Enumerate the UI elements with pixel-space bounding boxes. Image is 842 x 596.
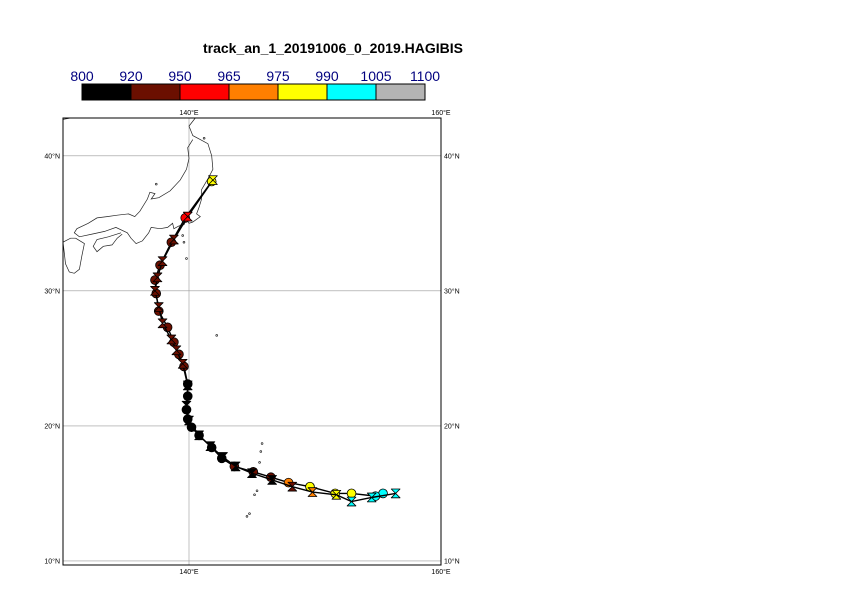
lat-tick-label-right: 40°N	[444, 152, 460, 160]
lat-tick-label-left: 10°N	[44, 557, 60, 565]
coastline-path	[92, 232, 123, 253]
track-b-marker	[182, 211, 193, 222]
track-b-marker	[287, 481, 298, 492]
island	[215, 334, 218, 337]
track-b-marker	[390, 488, 401, 499]
track-b-marker	[157, 256, 168, 266]
colorbar-label: 1005	[360, 68, 391, 84]
tick-labels: 140°E 140°E 160°E 160°E 10°N 10°N 20°N 20°N 30°N…	[44, 109, 459, 576]
lat-tick-label-left: 30°N	[44, 287, 60, 295]
track-b-marker	[184, 415, 194, 426]
colorbar-label: 950	[168, 68, 192, 84]
colorbar-label: 965	[217, 68, 241, 84]
colorbar-swatch	[179, 83, 230, 101]
track-b-marker	[218, 452, 228, 462]
lat-tick-label-right: 10°N	[444, 557, 460, 565]
colorbar-label: 1100	[410, 68, 440, 84]
colorbar-swatch	[277, 83, 328, 101]
colorbar-label: 920	[119, 68, 143, 84]
gridlines	[63, 118, 441, 565]
lon-tick-label-top: 140°E	[179, 109, 198, 117]
track-b-marker	[267, 475, 277, 485]
colorbar-label: 800	[70, 68, 94, 84]
lat-tick-label-right: 30°N	[444, 287, 460, 295]
track-b-marker	[171, 345, 182, 356]
lon-tick-label-bottom: 140°E	[179, 568, 198, 576]
chart-title: track_an_1_20191006_0_2019.HAGIBIS	[203, 40, 463, 56]
map-border	[62, 117, 442, 566]
track-b-marker	[194, 430, 204, 441]
track-b-marker	[208, 175, 218, 185]
colorbar-swatch	[326, 83, 377, 101]
track-b-marker	[205, 441, 216, 451]
colorbar-label: 990	[315, 68, 339, 84]
coastline-path	[63, 237, 85, 274]
island	[182, 240, 186, 244]
track-b-marker	[177, 358, 188, 369]
lon-tick-label-bottom: 160°E	[431, 568, 450, 576]
track-b-marker	[181, 400, 192, 411]
coastline-path	[73, 118, 214, 245]
island	[253, 493, 256, 497]
island	[181, 234, 184, 237]
island	[154, 182, 158, 186]
track-b-marker	[166, 334, 177, 345]
island	[258, 461, 261, 464]
colorbar-swatch	[81, 83, 132, 101]
track-b-marker	[150, 286, 160, 296]
track-a	[150, 176, 388, 501]
island	[202, 137, 206, 140]
track-b-marker	[152, 272, 163, 283]
track-b-marker	[157, 318, 168, 329]
island	[245, 515, 249, 518]
island	[185, 257, 188, 260]
lat-tick-label-right: 20°N	[444, 422, 460, 430]
track-b-marker	[366, 492, 377, 503]
island	[259, 450, 263, 453]
colorbar-swatch	[375, 83, 426, 101]
track-b-marker	[153, 302, 164, 312]
track-b-marker	[307, 487, 318, 497]
track-b-marker	[331, 489, 342, 500]
track-b-marker	[346, 496, 357, 507]
colorbar: 800 920 950 965 975 990 1005 1100	[70, 68, 440, 101]
lat-tick-label-left: 20°N	[44, 422, 60, 430]
island	[248, 512, 251, 515]
colorbar-label: 975	[266, 68, 290, 84]
colorbar-swatch	[228, 83, 279, 101]
lon-tick-label-top: 160°E	[431, 109, 450, 117]
track-b	[150, 175, 401, 507]
track-b-marker	[169, 234, 179, 245]
lat-tick-label-left: 40°N	[44, 152, 60, 160]
track-b-marker	[230, 461, 241, 472]
track-b-line	[154, 179, 396, 503]
coastline	[63, 118, 264, 518]
track-b-marker	[247, 468, 257, 478]
track-a-marker	[346, 488, 357, 499]
map-frame	[62, 117, 442, 566]
island	[255, 489, 259, 492]
colorbar-swatch	[130, 83, 181, 101]
track-b-marker	[182, 380, 193, 391]
island	[260, 442, 264, 445]
